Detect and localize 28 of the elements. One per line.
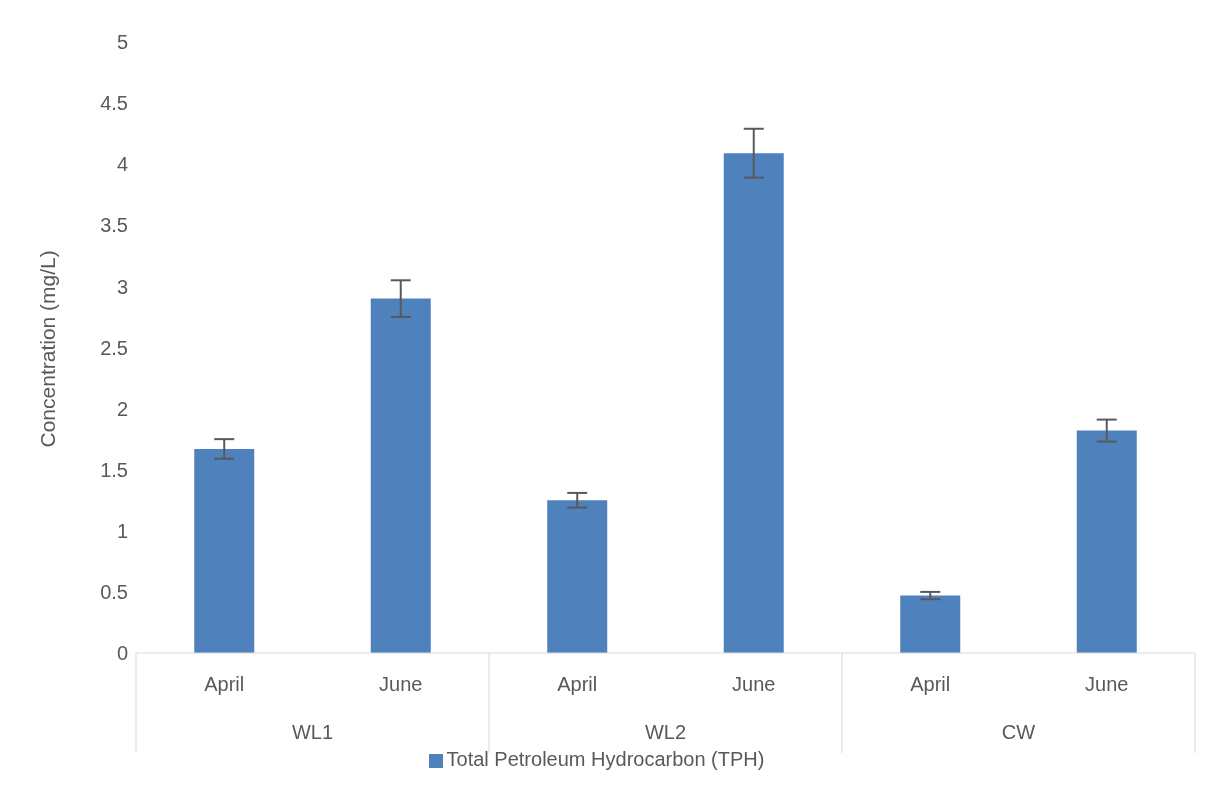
bar bbox=[900, 595, 961, 653]
bar bbox=[370, 298, 431, 653]
x-tick-label: April bbox=[204, 673, 245, 695]
x-tick-label: April bbox=[557, 673, 598, 695]
x-tick-label: April bbox=[910, 673, 951, 695]
text: WL1 bbox=[291, 721, 334, 743]
y-tick-label: 0 bbox=[116, 642, 128, 665]
x-tick-label: June bbox=[1085, 673, 1129, 695]
y-axis-title: Concentration (mg/L) bbox=[36, 250, 60, 448]
x-tick-label: June bbox=[379, 673, 423, 695]
bar bbox=[194, 448, 255, 653]
y-tick-label: 3.5 bbox=[100, 214, 128, 237]
y-tick-label: 1.5 bbox=[100, 458, 128, 481]
y-tick-label: 0.5 bbox=[100, 581, 128, 603]
bar bbox=[1076, 430, 1137, 653]
y-tick-label: 2.5 bbox=[100, 336, 128, 359]
text: WL2 bbox=[644, 721, 687, 743]
text: CW bbox=[1001, 721, 1036, 743]
y-tick-label: 5 bbox=[116, 31, 128, 54]
legend-label: Total Petroleum Hydrocarbon (TPH) bbox=[446, 748, 765, 770]
y-tick-label: 3 bbox=[116, 275, 128, 298]
bar bbox=[723, 153, 784, 653]
x-tick-label: June bbox=[732, 673, 776, 695]
y-tick-label: 4.5 bbox=[100, 92, 128, 115]
y-tick-label: 4 bbox=[116, 153, 128, 176]
y-tick-label: 1 bbox=[116, 519, 128, 542]
bar bbox=[547, 500, 608, 653]
y-tick-label: 2 bbox=[116, 397, 128, 420]
